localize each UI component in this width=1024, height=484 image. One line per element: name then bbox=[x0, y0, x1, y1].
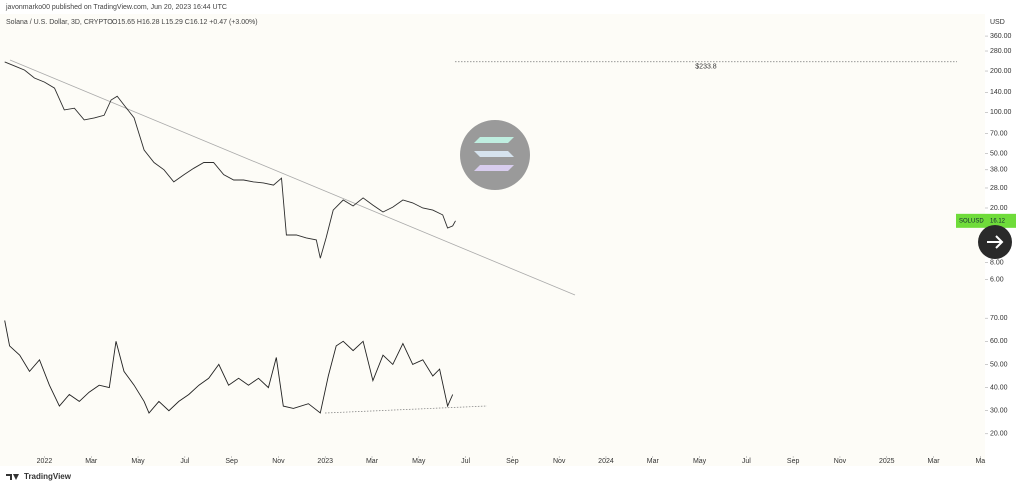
solana-logo bbox=[460, 120, 530, 190]
series-line bbox=[4, 320, 454, 414]
y-tick-label: 20.00 bbox=[990, 205, 1008, 212]
x-tick-label: Mar bbox=[927, 458, 940, 465]
y-tick-label: 280.00 bbox=[990, 48, 1012, 55]
footer-brand: TradingView bbox=[24, 472, 72, 481]
x-tick-label: Jul bbox=[180, 458, 189, 465]
series-line bbox=[4, 61, 456, 259]
x-tick-label: Sep bbox=[506, 458, 519, 465]
y-tick-label: 40.00 bbox=[990, 384, 1008, 391]
x-tick-label: Sep bbox=[225, 458, 238, 465]
x-tick-label: Sep bbox=[787, 458, 800, 465]
y-tick-label: 60.00 bbox=[990, 338, 1008, 345]
x-tick-label: Mar bbox=[366, 458, 379, 465]
x-tick-label: Jul bbox=[742, 458, 751, 465]
y-tick-label: 50.00 bbox=[990, 361, 1008, 368]
y-tick-label: 70.00 bbox=[990, 130, 1008, 137]
last-price: 16.12 bbox=[990, 218, 1006, 224]
series-name: SOLUSD bbox=[959, 218, 984, 224]
x-tick-label: Mar bbox=[85, 458, 98, 465]
x-tick-label: Nov bbox=[272, 458, 285, 465]
tradingview-logo bbox=[6, 474, 19, 480]
y-tick-label: 28.00 bbox=[990, 185, 1008, 192]
x-tick-label: 2024 bbox=[598, 458, 614, 465]
x-tick-label: May bbox=[412, 458, 426, 465]
arrow-icon bbox=[987, 235, 1004, 249]
x-tick-label: 2023 bbox=[317, 458, 333, 465]
y-tick-label: 20.00 bbox=[990, 431, 1008, 438]
chart-title: Solana / U.S. Dollar, 3D, CRYPTO bbox=[6, 19, 113, 26]
y-tick-label: 38.00 bbox=[990, 167, 1008, 174]
rsi-trendline bbox=[324, 405, 488, 414]
price-level-label: $233.8 bbox=[695, 64, 717, 71]
x-tick-label: Jul bbox=[461, 458, 470, 465]
publish-header: javonmarko00 published on TradingView.co… bbox=[5, 4, 227, 11]
last-price-box bbox=[956, 213, 1016, 228]
y-tick-label: 200.00 bbox=[990, 68, 1012, 75]
y-tick-label: 8.00 bbox=[990, 259, 1004, 266]
plot-background bbox=[0, 14, 985, 466]
y-tick-label: 50.00 bbox=[990, 150, 1008, 157]
y-tick-label: 70.00 bbox=[990, 315, 1008, 322]
x-tick-label: 2022 bbox=[37, 458, 53, 465]
x-tick-label: 2025 bbox=[879, 458, 895, 465]
x-tick-label: May bbox=[131, 458, 145, 465]
x-tick-label: May bbox=[693, 458, 707, 465]
x-tick-label: Nov bbox=[834, 458, 847, 465]
y-tick-label: 140.00 bbox=[990, 89, 1012, 96]
ohlc-values: O15.65 H16.28 L15.29 C16.12 +0.47 (+3.00… bbox=[112, 19, 258, 26]
x-tick-label: Ma bbox=[975, 458, 985, 465]
axis-unit: USD bbox=[990, 19, 1005, 26]
x-tick-label: Mar bbox=[647, 458, 660, 465]
y-tick-label: 100.00 bbox=[990, 109, 1012, 116]
x-tick-label: Nov bbox=[553, 458, 566, 465]
y-tick-label: 6.00 bbox=[990, 276, 1004, 283]
trendline bbox=[9, 59, 576, 296]
y-tick-label: 360.00 bbox=[990, 33, 1012, 40]
y-tick-label: 30.00 bbox=[990, 408, 1008, 415]
